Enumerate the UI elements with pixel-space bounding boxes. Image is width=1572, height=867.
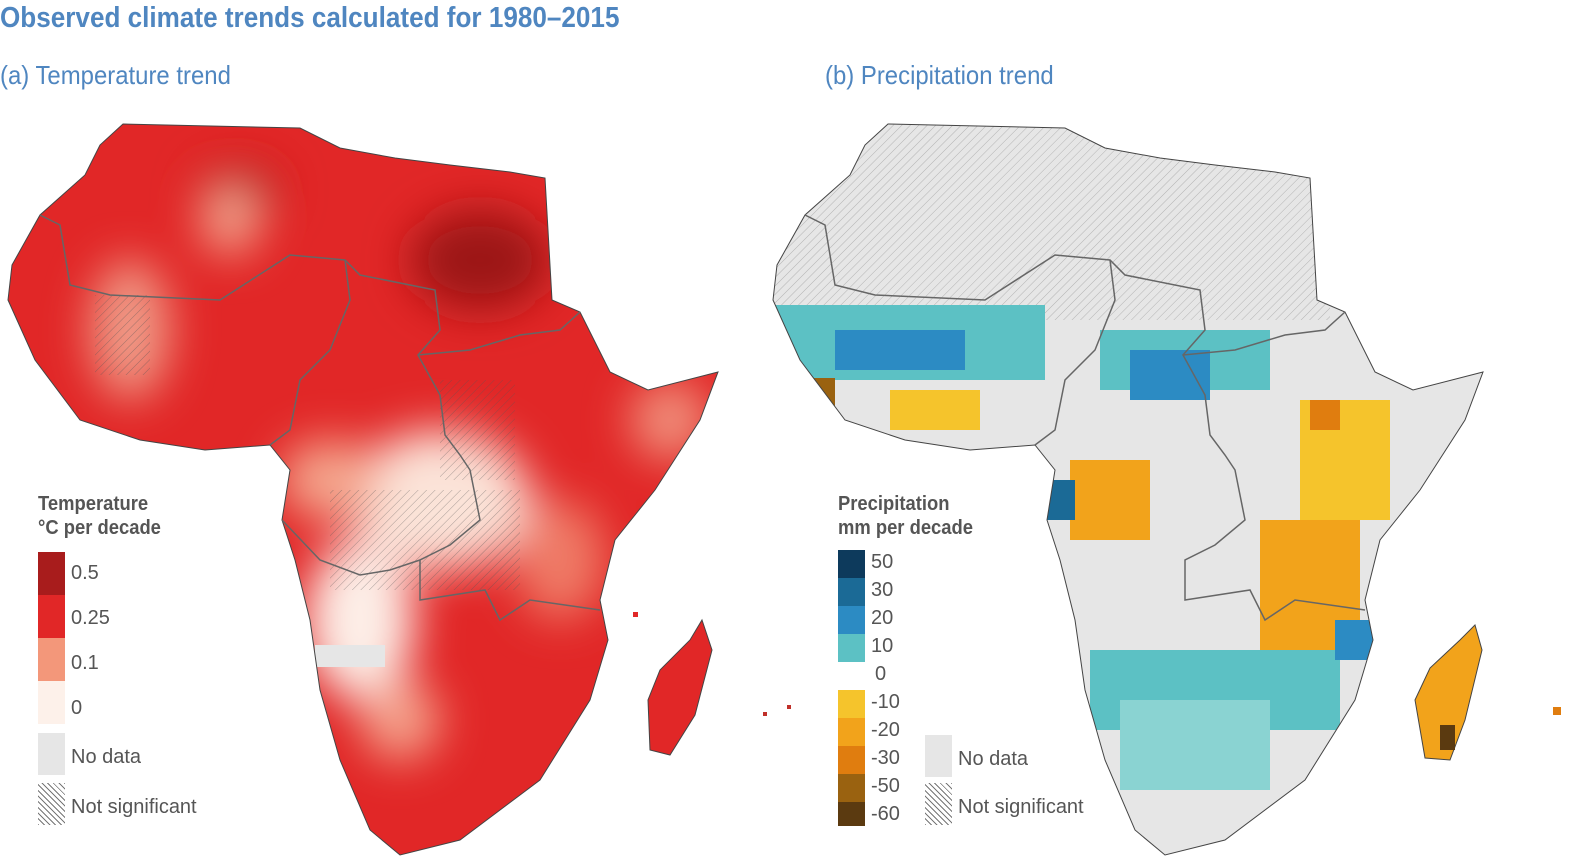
temperature-legend-title: Temperature °C per decade: [38, 493, 161, 539]
temp-not-significant-swatch: [38, 783, 65, 825]
temp-not-significant-label: Not significant: [71, 796, 197, 818]
figure-title: Observed climate trends calculated for 1…: [0, 2, 620, 34]
precip-not-significant-label: Not significant: [958, 796, 1084, 818]
precip-swatch-10: [838, 634, 865, 662]
precip-swatch-30: [838, 578, 865, 606]
temp-label-0-1: 0.1: [71, 652, 99, 674]
precip-label-minus-60: -60: [871, 803, 900, 825]
precip-swatch-minus-60: [838, 802, 865, 826]
temp-label-0-25: 0.25: [71, 607, 110, 629]
precip-label-minus-50: -50: [871, 775, 900, 797]
temperature-map: [7, 123, 791, 856]
temp-no-data-swatch: [38, 733, 65, 775]
precip-label-minus-20: -20: [871, 719, 900, 741]
precipitation-map: [772, 123, 1561, 856]
panel-b-title: (b) Precipitation trend: [825, 60, 1054, 90]
precip-no-data-swatch: [925, 735, 952, 777]
precip-label-30: 30: [871, 579, 894, 601]
precip-swatch-20: [838, 606, 865, 634]
precip-swatch-minus-10: [838, 690, 865, 718]
precip-swatch-minus-30: [838, 746, 865, 774]
precip-swatch-50: [838, 550, 865, 578]
precip-label-minus-30: -30: [871, 747, 900, 769]
precip-swatch-minus-20: [838, 718, 865, 746]
precip-label-50: 50: [871, 551, 894, 573]
temp-label-0-5: 0.5: [71, 562, 99, 584]
precipitation-legend-title: Precipitation mm per decade: [838, 493, 973, 539]
precip-label-20: 20: [871, 607, 894, 629]
panel-a-title: (a) Temperature trend: [0, 60, 231, 90]
temp-swatch-0-25: [38, 595, 65, 638]
temp-swatch-0-5: [38, 552, 65, 595]
precip-swatch-minus-50: [838, 774, 865, 802]
precip-label-0: 0: [875, 663, 887, 685]
temp-label-0: 0: [71, 697, 83, 719]
temp-swatch-0: [38, 681, 65, 724]
precip-label-minus-10: -10: [871, 691, 900, 713]
precip-label-10: 10: [871, 635, 894, 657]
precip-not-significant-swatch: [925, 783, 952, 825]
precip-no-data-label: No data: [958, 748, 1029, 770]
temp-no-data-label: No data: [71, 746, 142, 768]
temp-swatch-0-1: [38, 638, 65, 681]
